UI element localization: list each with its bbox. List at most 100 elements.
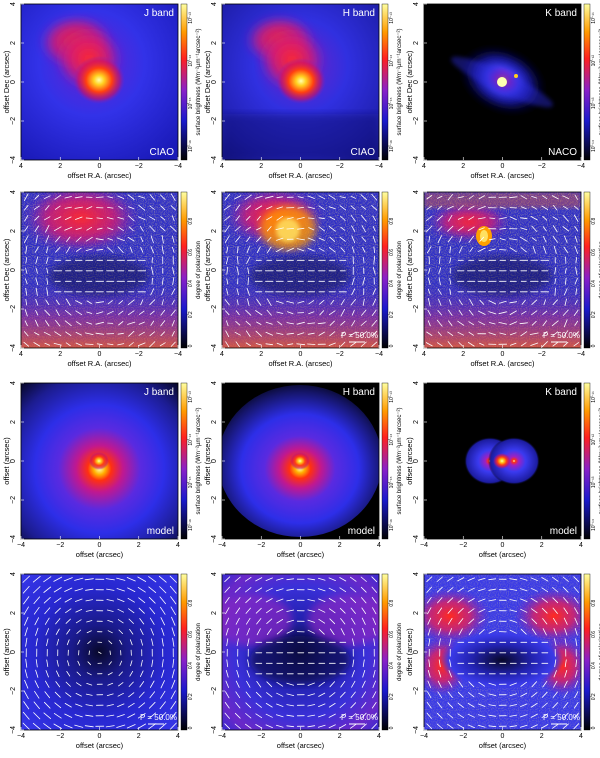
colorbar-tick-label: 0.6 [389, 249, 395, 256]
x-tick-label: 4 [19, 351, 23, 358]
polarization-vectors [425, 194, 580, 348]
colorbar-tick-label: 0 [389, 344, 395, 347]
y-axis-label: offset Dec (arcsec) [2, 50, 11, 113]
colorbar-tick-label: 10⁻¹⁴ [188, 434, 194, 446]
panel-image [424, 4, 581, 160]
x-tick-label: −2 [538, 351, 546, 358]
polarization-vectors [224, 576, 378, 730]
colorbar-tick-label: 10⁻¹³ [591, 97, 597, 109]
y-axis-label: offset (arcsec) [203, 628, 212, 676]
colorbar-tick-label: 0 [591, 344, 597, 347]
y-tick-label: 0 [413, 268, 420, 272]
x-tick-label: −2 [56, 733, 64, 740]
y-axis-label: offset (arcsec) [405, 437, 414, 485]
axis-ticks: 4 2 0 −2 −4 −4 −2 0 2 4 [413, 190, 585, 358]
colorbar-tick-label: 0.4 [591, 280, 597, 287]
x-axis-label: offset R.A. (arcsec) [470, 171, 535, 180]
x-tick-label: −4 [174, 163, 182, 170]
y-tick-label: 4 [10, 572, 17, 576]
y-tick-label: −4 [211, 156, 218, 164]
axis-ticks: −4 −2 0 2 4 −4 −2 0 2 4 [211, 572, 381, 740]
x-tick-label: −2 [135, 351, 143, 358]
x-tick-label: 0 [501, 351, 505, 358]
y-axis-label: offset Dec (arcsec) [203, 238, 212, 301]
panel-image [21, 4, 178, 160]
y-tick-label: 0 [211, 268, 218, 272]
x-tick-label: 0 [501, 733, 505, 740]
y-tick-label: −4 [10, 726, 17, 734]
y-tick-label: 2 [211, 611, 218, 615]
x-tick-label: 4 [422, 351, 426, 358]
x-axis-label: offset (arcsec) [277, 741, 325, 750]
y-tick-label: −2 [211, 687, 218, 695]
x-tick-label: 4 [377, 733, 381, 740]
y-tick-label: −2 [10, 305, 17, 313]
x-axis-label: offset R.A. (arcsec) [67, 359, 132, 368]
x-tick-label: 0 [299, 163, 303, 170]
colorbar-tick-label: 10⁻¹⁶ [389, 140, 395, 152]
y-tick-label: 2 [413, 41, 420, 45]
y-tick-label: −2 [413, 305, 420, 313]
axis-ticks: −4 −2 0 2 4 −4 −2 0 2 4 [413, 572, 583, 740]
y-tick-label: −4 [413, 156, 420, 164]
colorbar-tick-label: 0.8 [188, 218, 194, 225]
x-tick-label: 2 [259, 163, 263, 170]
colorbar-tick-label: 0.6 [591, 249, 597, 256]
x-tick-label: 0 [299, 351, 303, 358]
y-tick-label: −4 [413, 535, 420, 543]
x-tick-label: 4 [220, 351, 224, 358]
panel-image: P = 50.0% [21, 574, 178, 730]
x-tick-label: −4 [375, 163, 383, 170]
colorbar-tick-label: 10⁻¹³ [389, 391, 395, 403]
colorbar-tick-label: 10⁻¹⁶ [188, 519, 194, 531]
x-tick-label: 0 [98, 733, 102, 740]
x-tick-label: −4 [577, 163, 585, 170]
colorbar-tick-label: 10⁻¹⁵ [389, 97, 395, 109]
instrument-label: model [147, 526, 174, 537]
colorbar-tick-label: 0.4 [389, 280, 395, 287]
axis-ticks: 4 2 0 −2 −4 −4 −2 0 2 4 [413, 2, 585, 170]
y-tick-label: 4 [10, 2, 17, 6]
colorbar-tick-label: 10⁻¹² [591, 434, 597, 446]
x-tick-label: 2 [540, 542, 544, 549]
y-tick-label: 0 [413, 80, 420, 84]
y-tick-label: 0 [211, 459, 218, 463]
band-label: J band [144, 387, 174, 398]
y-axis-label: offset Dec (arcsec) [2, 238, 11, 301]
colorbar-tick-label: 0.2 [591, 693, 597, 700]
x-axis-label: offset (arcsec) [479, 741, 527, 750]
axis-ticks: −4 −2 0 2 4 −4 −2 0 2 4 [10, 381, 180, 549]
colorbar-tick-label: 0.8 [389, 218, 395, 225]
x-axis-label: offset R.A. (arcsec) [470, 359, 535, 368]
y-tick-label: 0 [10, 80, 17, 84]
panel-r1-c1: P = 50.0% 4 2 0 −2 −4 −4 −2 0 2 4 offset R.A. (arcs… [203, 190, 403, 368]
y-tick-label: −4 [413, 344, 420, 352]
y-tick-label: 4 [211, 190, 218, 194]
panel-image [21, 383, 178, 539]
y-axis-label: offset Dec (arcsec) [203, 50, 212, 113]
y-tick-label: 2 [413, 229, 420, 233]
y-tick-label: −4 [10, 156, 17, 164]
y-tick-label: 0 [10, 459, 17, 463]
instrument-label: model [348, 526, 375, 537]
x-tick-label: −4 [17, 542, 25, 549]
polarization-vectors [22, 575, 177, 730]
x-tick-label: 0 [98, 542, 102, 549]
y-tick-label: −2 [413, 687, 420, 695]
colorbar-tick-label: 0 [389, 726, 395, 729]
y-tick-label: 2 [10, 41, 17, 45]
x-tick-label: −2 [538, 163, 546, 170]
instrument-label: CIAO [150, 147, 175, 158]
y-tick-label: 2 [211, 229, 218, 233]
y-tick-label: −2 [211, 496, 218, 504]
colorbar-tick-label: 0.4 [188, 280, 194, 287]
y-tick-label: 0 [10, 268, 17, 272]
y-tick-label: 4 [413, 2, 420, 6]
colorbar-tick-label: 10⁻¹⁴ [591, 519, 597, 531]
x-tick-label: −4 [577, 351, 585, 358]
y-tick-label: −4 [211, 535, 218, 543]
